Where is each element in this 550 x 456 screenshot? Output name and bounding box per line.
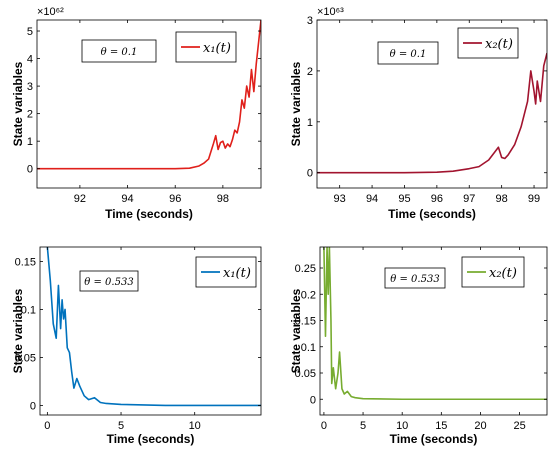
chart-panel-p1: 92 94 96 98 0 1 2 3 4 5 ×10⁶² Time (seconds) State v… (11, 6, 262, 221)
theta-annotation: θ = 0.533 (390, 274, 439, 285)
x-axis-label: Time (seconds) (388, 207, 476, 221)
axes-box (316, 19, 548, 189)
x-tick-label: 10 (396, 420, 408, 432)
x-axis-label: Time (seconds) (105, 207, 193, 221)
y-axis-label: State variables (11, 61, 25, 146)
y-tick-label: 0.1 (21, 304, 36, 316)
x-tick-label: 99 (528, 193, 540, 205)
x-tick-label: 15 (435, 420, 447, 432)
y-tick-label: 0 (27, 164, 33, 176)
y-tick-label: 0 (307, 168, 313, 180)
series-line (46, 247, 261, 407)
chart-panel-p2: 93 94 95 96 97 98 99 0 1 2 3 ×10⁶³ Time (seconds) Sta… (289, 6, 548, 221)
y-tick-label: 0.15 (295, 316, 316, 328)
axes-box (319, 246, 548, 416)
y-tick-label: 1 (307, 117, 313, 129)
y-tick-label: 0.05 (15, 352, 36, 364)
chart-panel-p4: 0 5 10 15 20 25 0 0.05 0.1 0.15 0.2 0.25 Time (secon… (289, 246, 548, 446)
axes-box (39, 246, 262, 416)
x-axis-label: Time (seconds) (390, 432, 478, 446)
theta-box (377, 41, 439, 65)
legend-label: x₁(t) (223, 266, 251, 281)
theta-box (81, 39, 157, 63)
series-line (37, 20, 261, 170)
y-axis-exponent: ×10⁶² (37, 6, 64, 18)
x-tick-label: 94 (366, 193, 378, 205)
y-axis-label: State variables (289, 61, 303, 146)
x-tick-label: 92 (74, 193, 86, 205)
theta-annotation: θ = 0.1 (101, 47, 138, 58)
theta-box (79, 270, 139, 292)
theta-annotation: θ = 0.1 (390, 49, 427, 60)
legend-label: x₂(t) (489, 266, 517, 281)
x-tick-label: 98 (496, 193, 508, 205)
y-tick-label: 0.1 (301, 342, 316, 354)
axes-box (36, 19, 262, 189)
y-tick-label: 0.25 (295, 263, 316, 275)
y-tick-label: 0.2 (301, 289, 316, 301)
x-tick-label: 5 (118, 420, 124, 432)
x-tick-label: 20 (474, 420, 486, 432)
x-tick-label: 97 (463, 193, 475, 205)
x-axis-label: Time (seconds) (107, 432, 195, 446)
x-tick-label: 25 (513, 420, 525, 432)
x-tick-label: 10 (189, 420, 201, 432)
y-tick-label: 3 (307, 15, 313, 27)
x-tick-label: 96 (169, 193, 181, 205)
y-axis-exponent: ×10⁶³ (317, 6, 344, 18)
y-tick-label: 0 (30, 400, 36, 412)
legend-label: x₂(t) (485, 37, 513, 52)
x-tick-label: 94 (121, 193, 133, 205)
series-line (323, 247, 547, 401)
y-tick-label: 1 (27, 136, 33, 148)
x-tick-label: 93 (334, 193, 346, 205)
y-tick-label: 3 (27, 81, 33, 93)
y-tick-label: 0 (310, 394, 316, 406)
legend-label: x₁(t) (203, 41, 231, 56)
x-tick-label: 5 (360, 420, 366, 432)
x-tick-label: 95 (398, 193, 410, 205)
x-tick-label: 96 (431, 193, 443, 205)
y-tick-label: 2 (27, 109, 33, 121)
y-tick-label: 0.15 (15, 256, 36, 268)
chart-panel-p3: 0 5 10 0 0.05 0.1 0.15 Time (seconds) State vari… (11, 246, 262, 446)
y-tick-label: 0.05 (295, 368, 316, 380)
y-axis-label: State variables (11, 288, 25, 373)
y-tick-label: 4 (27, 54, 33, 66)
x-tick-label: 0 (44, 420, 50, 432)
y-axis-label: State variables (289, 288, 303, 373)
y-tick-label: 2 (307, 66, 313, 78)
x-tick-label: 98 (217, 193, 229, 205)
theta-box (384, 267, 446, 289)
y-tick-label: 5 (27, 26, 33, 38)
series-line (317, 52, 547, 174)
theta-annotation: θ = 0.533 (84, 277, 133, 288)
x-tick-label: 0 (321, 420, 327, 432)
